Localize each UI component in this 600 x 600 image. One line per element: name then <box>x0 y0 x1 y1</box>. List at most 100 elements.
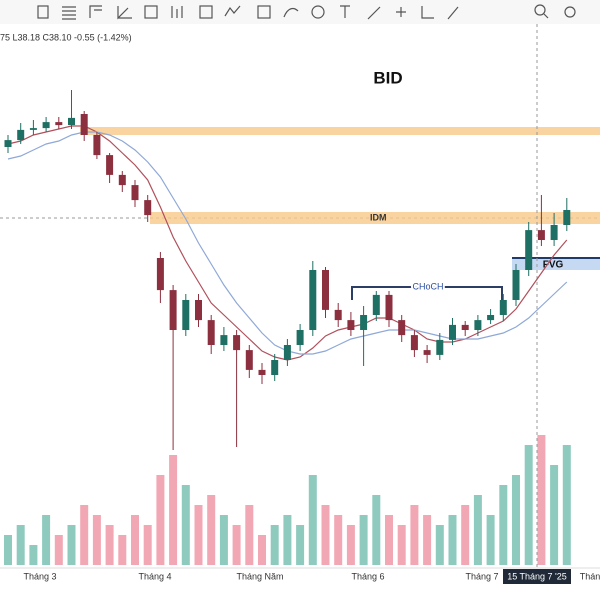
candle-body <box>220 335 228 345</box>
volume-bar <box>486 515 495 565</box>
volume-bar <box>105 525 114 565</box>
candle-body <box>474 320 482 330</box>
idm-zone <box>150 212 600 224</box>
plot <box>4 90 571 565</box>
candle-body <box>537 230 545 240</box>
candle-body <box>398 320 406 336</box>
candle-body <box>144 200 152 216</box>
chart-title: BID <box>373 68 402 87</box>
choch-line <box>351 286 503 300</box>
supply-zone <box>80 127 600 135</box>
volume-bar <box>258 535 266 565</box>
candle-body <box>449 324 456 340</box>
crosshair-label: 15 Tháng 7 '25 <box>507 571 567 581</box>
candle-body <box>499 300 507 315</box>
crosshair-box <box>503 569 571 584</box>
candle-body <box>245 350 253 370</box>
volume-bar <box>92 515 101 565</box>
moving-average <box>7 125 568 361</box>
x-tick-label: Tháng Năm <box>236 571 283 581</box>
candle-body <box>563 210 571 225</box>
volume-bar <box>169 455 178 565</box>
candle-body <box>309 270 317 330</box>
volume-bar <box>334 515 343 565</box>
candle-body <box>182 300 190 330</box>
choch-label: CHoCH <box>412 281 443 291</box>
volume-bar <box>359 515 368 565</box>
candle-body <box>42 122 50 129</box>
candle-body <box>372 294 380 315</box>
candle-body <box>322 270 329 310</box>
volume-bar <box>42 515 51 565</box>
ohlc-header: 75 L38.18 C38.10 -0.55 (-1.42%) <box>0 32 132 42</box>
volume-bar <box>67 525 76 565</box>
volume-bar <box>410 505 419 565</box>
candle-body <box>29 128 37 130</box>
idm-label: IDM <box>370 212 387 222</box>
toolbar <box>0 0 600 24</box>
volume-bar <box>194 505 203 565</box>
candle-body <box>487 315 495 321</box>
volume-bar <box>321 505 330 565</box>
candle-body <box>334 309 342 321</box>
candle-body <box>258 369 266 375</box>
candle-body <box>207 320 215 345</box>
volume-bar <box>372 495 381 565</box>
candle-body <box>550 225 558 240</box>
volume-bar <box>397 525 406 565</box>
volume-bar <box>385 515 393 565</box>
volume-bar <box>232 525 241 565</box>
toolbar-icons[interactable] <box>37 4 576 20</box>
candle-body <box>55 122 63 126</box>
candle-body <box>360 315 368 330</box>
volume-bar <box>270 525 279 565</box>
candle-body <box>93 135 101 156</box>
volume-bar <box>537 435 546 565</box>
candle-body <box>80 114 88 135</box>
volume-bar <box>156 475 165 565</box>
candle-body <box>4 140 12 147</box>
volume-bar <box>181 485 190 565</box>
x-tick-label: Thán <box>580 571 600 581</box>
candle-body <box>271 360 279 375</box>
candle-body <box>169 290 177 330</box>
candle-body <box>347 320 355 330</box>
volume-bar <box>4 535 12 565</box>
volume-bar <box>524 445 533 565</box>
volume-bar <box>143 525 152 565</box>
volume-bar <box>54 535 63 565</box>
volume-bar <box>283 515 292 565</box>
candle-body <box>156 258 164 291</box>
candle-body <box>195 300 202 321</box>
volume-bar <box>16 525 25 565</box>
volume-bar <box>512 475 520 565</box>
volume-bar <box>550 465 559 565</box>
volume-bar <box>80 505 89 565</box>
volume-bar <box>296 525 305 565</box>
volume-bar <box>29 545 38 565</box>
volume-bar <box>435 525 444 565</box>
volume-bar <box>499 485 508 565</box>
candle-body <box>233 335 241 351</box>
volume-bar <box>461 505 470 565</box>
candle-body <box>410 335 418 351</box>
x-tick-label: Tháng 6 <box>351 571 384 581</box>
candle-body <box>296 330 304 345</box>
candle-body <box>131 185 139 201</box>
candle-body <box>68 117 75 126</box>
candle-body <box>118 174 126 186</box>
volume-bar <box>131 515 139 565</box>
volume-bar <box>346 525 355 565</box>
candle-body <box>423 350 431 355</box>
time-axis <box>0 568 600 600</box>
candle-body <box>461 324 469 330</box>
volume-bar <box>118 535 127 565</box>
candle-body <box>436 339 444 355</box>
volume-bar <box>473 495 482 565</box>
candle-body <box>283 345 291 360</box>
moving-average <box>7 131 568 355</box>
x-tick-label: Tháng 7 <box>465 571 498 581</box>
candle-body <box>106 155 114 175</box>
x-tick-label: Tháng 4 <box>138 571 171 581</box>
